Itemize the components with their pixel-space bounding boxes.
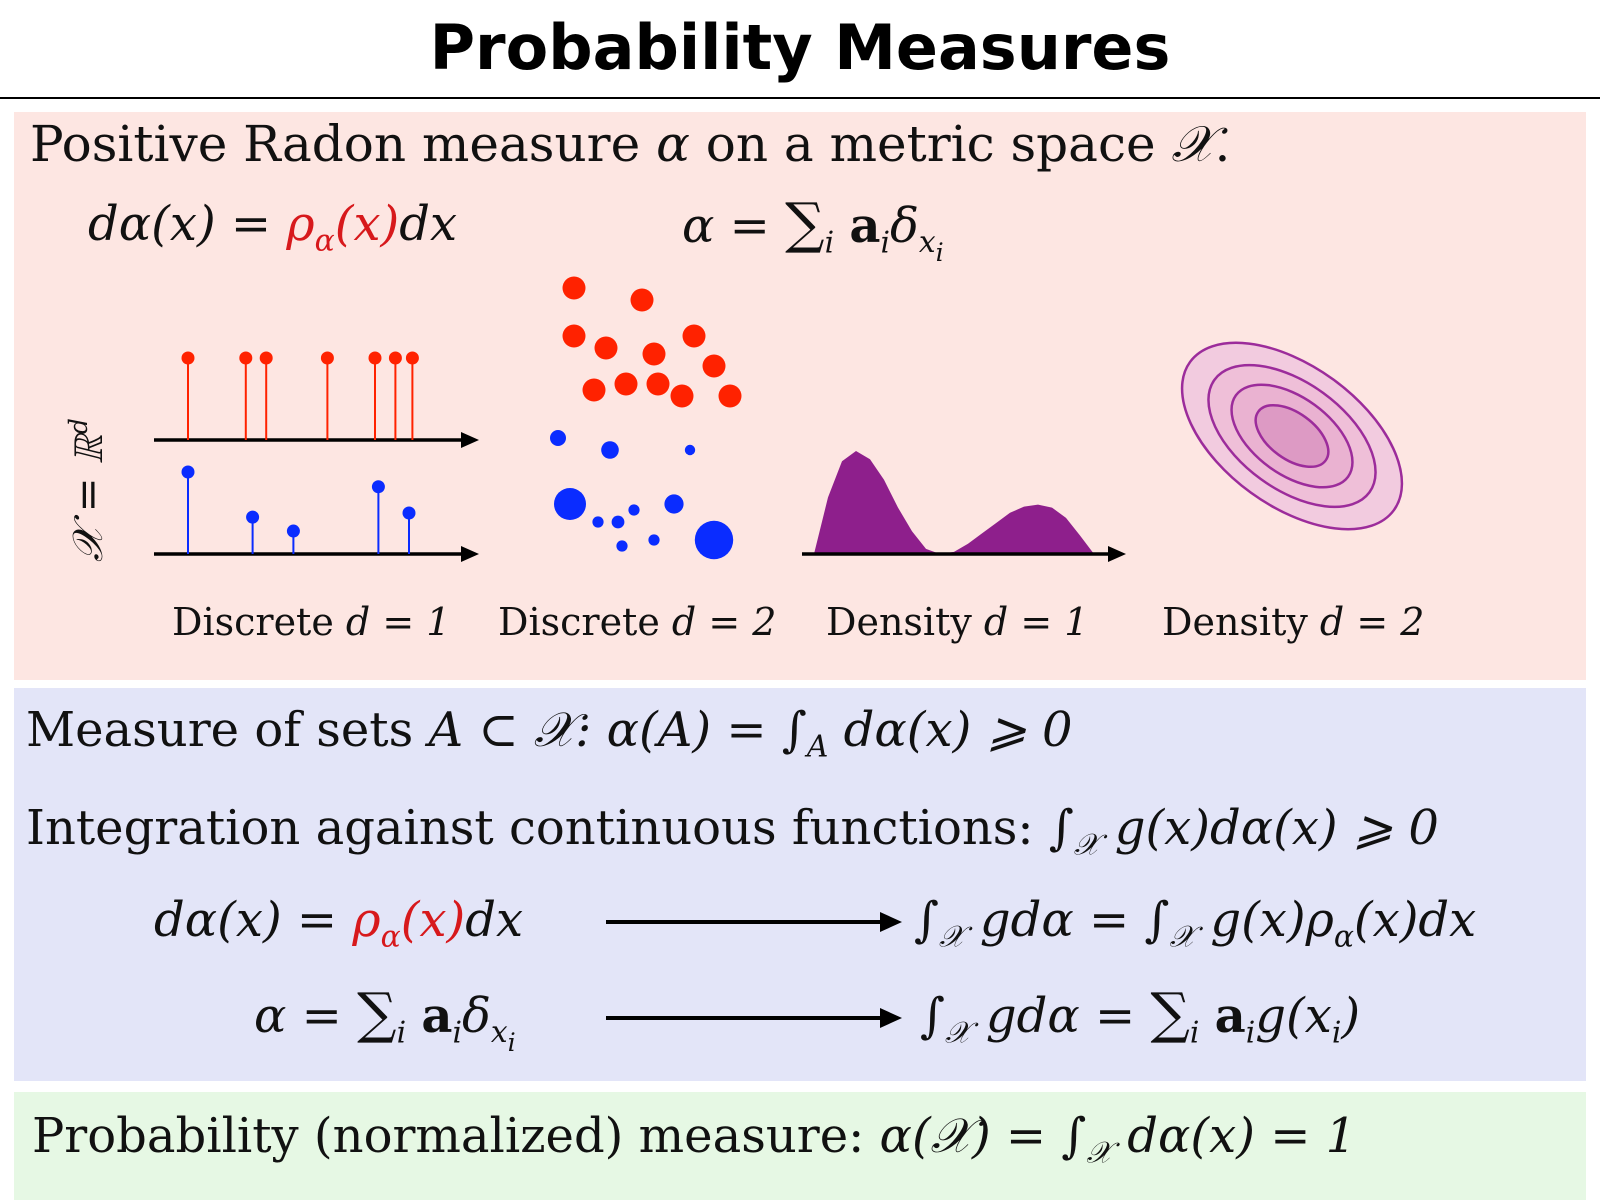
caption-density-1d: Density d = 1 xyxy=(826,600,1089,644)
point-red xyxy=(702,354,726,378)
point-blue xyxy=(628,504,640,516)
density-row-arrow xyxy=(606,912,902,932)
probability-line: Probability (normalized) measure: α(𝒳) =… xyxy=(32,1108,1357,1171)
point-red xyxy=(630,288,654,312)
point-red xyxy=(562,324,586,348)
point-red xyxy=(646,372,670,396)
definition-line: Positive Radon measure α on a metric spa… xyxy=(30,115,1231,173)
page-title: Probability Measures xyxy=(429,11,1171,84)
point-blue xyxy=(684,444,696,456)
stem-red-head xyxy=(259,351,273,365)
stem-red-head xyxy=(181,351,195,365)
measure-of-sets-line: Measure of sets A ⊂ 𝒳: α(A) = ∫A dα(x) ⩾… xyxy=(26,702,1073,765)
density-1d-area xyxy=(814,451,1094,554)
point-red xyxy=(562,276,586,300)
discrete-row-result: ∫𝒳 gdα = ∑i aig(xi) xyxy=(920,982,1361,1051)
point-blue xyxy=(611,515,625,529)
point-blue xyxy=(550,430,566,446)
stem-axis-top-arrowhead xyxy=(461,432,479,448)
stem-red-head xyxy=(405,351,419,365)
point-blue xyxy=(554,488,586,520)
density-2d-contour xyxy=(1254,403,1330,469)
point-blue xyxy=(694,520,734,560)
discrete-formula: α = ∑i aiδxi xyxy=(682,192,944,268)
measure-illustrations xyxy=(154,276,1404,562)
caption-density-2d: Density d = 2 xyxy=(1162,600,1425,644)
integration-panel: Measure of sets A ⊂ 𝒳: α(A) = ∫A dα(x) ⩾… xyxy=(14,688,1586,1081)
point-red xyxy=(718,384,742,408)
point-red xyxy=(670,384,694,408)
point-red xyxy=(682,324,706,348)
caption-discrete-1d: Discrete d = 1 xyxy=(172,600,451,644)
stem-red-head xyxy=(388,351,402,365)
discrete-row-arrow xyxy=(606,1008,902,1028)
density-row-result: ∫𝒳 gdα = ∫𝒳 g(x)ρα(x)dx xyxy=(914,892,1477,955)
stem-red-head xyxy=(368,351,382,365)
integration-line: Integration against continuous functions… xyxy=(26,800,1439,863)
definition-panel: Positive Radon measure α on a metric spa… xyxy=(14,112,1586,680)
title-divider xyxy=(0,97,1600,99)
point-red xyxy=(594,336,618,360)
stem-blue-head xyxy=(286,524,300,538)
point-blue xyxy=(601,441,619,459)
probability-panel: Probability (normalized) measure: α(𝒳) =… xyxy=(14,1092,1586,1200)
density-formula: dα(x) = ρα(x)dx xyxy=(88,196,458,259)
stem-blue-head xyxy=(371,480,385,494)
stem-blue-head xyxy=(246,510,260,524)
stem-axis-bottom-arrowhead xyxy=(461,546,479,562)
point-red xyxy=(582,378,606,402)
point-blue xyxy=(592,516,604,528)
stem-red-head xyxy=(239,351,253,365)
stem-red-head xyxy=(320,351,334,365)
point-red xyxy=(614,372,638,396)
density-axis-arrowhead xyxy=(1108,546,1126,562)
point-blue xyxy=(616,540,628,552)
stem-blue-head xyxy=(181,465,195,479)
density-row-lhs: dα(x) = ρα(x)dx xyxy=(154,892,524,955)
discrete-row-lhs: α = ∑i aiδxi xyxy=(254,982,516,1058)
point-blue xyxy=(648,534,660,546)
point-blue xyxy=(664,494,684,514)
stem-blue-head xyxy=(402,506,416,520)
caption-discrete-2d: Discrete d = 2 xyxy=(498,600,777,644)
point-red xyxy=(642,342,666,366)
